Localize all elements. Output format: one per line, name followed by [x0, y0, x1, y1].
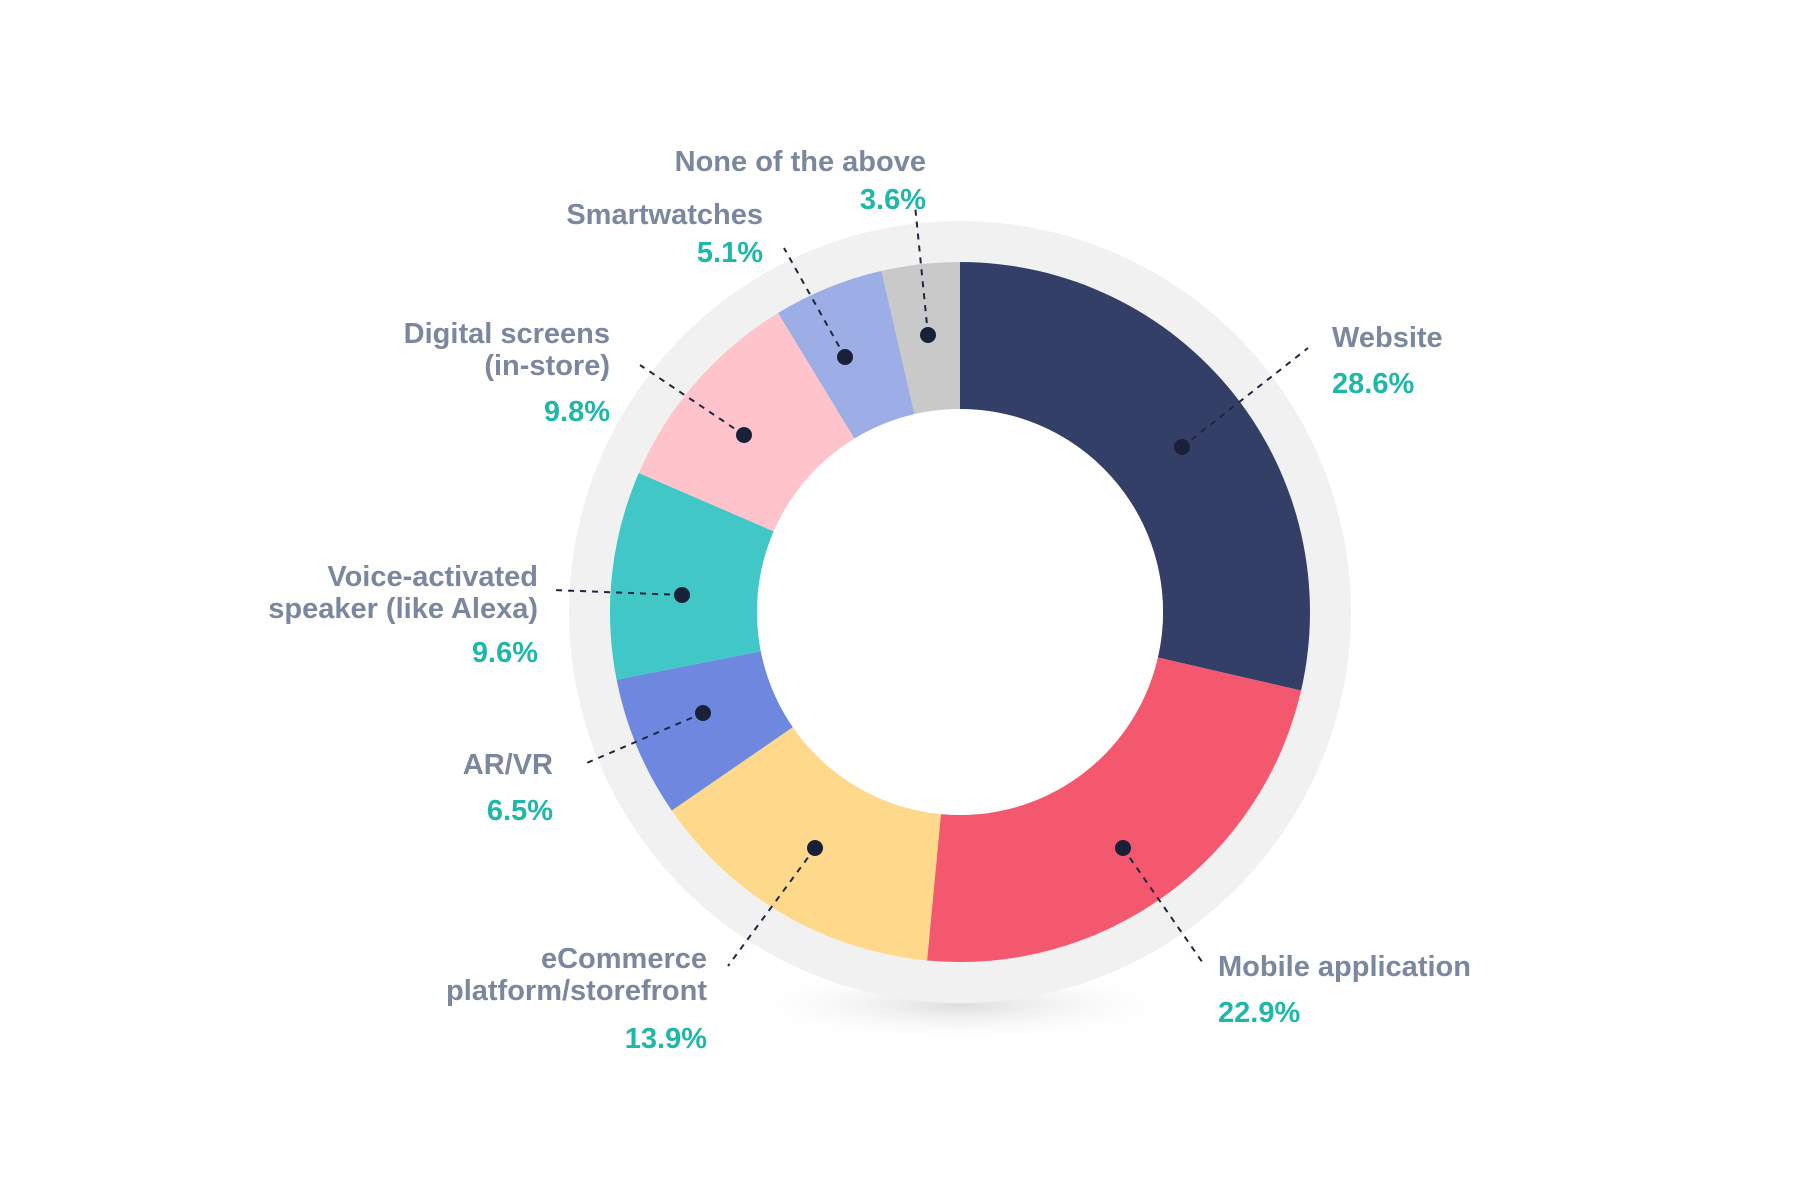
slice-2 [671, 727, 941, 961]
slice-4 [610, 472, 774, 680]
slice-0 [960, 262, 1310, 691]
slice-value-label-3: 6.5% [487, 795, 553, 827]
slice-value-label-6: 5.1% [697, 237, 763, 269]
leader-line-6 [783, 247, 846, 358]
slice-value-label-2: 13.9% [625, 1023, 707, 1055]
leader-dot-6 [837, 349, 853, 365]
slice-3 [616, 651, 793, 811]
leader-line-3 [581, 712, 704, 766]
slice-labels: Website 28.6% Mobile application 22.9% eComm… [268, 146, 1471, 1055]
slice-label-5-line-0: Digital screens [404, 318, 610, 350]
slice-label-2-line-0: eCommerce [541, 943, 707, 975]
leader-dot-3 [695, 705, 711, 721]
slice-5 [638, 313, 855, 532]
leader-lines [552, 204, 1309, 967]
leader-dot-5 [736, 427, 752, 443]
slice-1 [927, 657, 1302, 962]
slice-value-label-5: 9.8% [544, 396, 610, 428]
slice-label-6-line-0: Smartwatches [566, 199, 763, 231]
leader-line-0 [1181, 347, 1309, 448]
slice-label-1-line-0: Mobile application [1218, 951, 1471, 983]
slice-value-label-1: 22.9% [1218, 997, 1300, 1029]
chart-shadow [730, 967, 1190, 1043]
slice-label-3-line-0: AR/VR [463, 749, 553, 781]
slice-label-0-line-0: Website [1332, 322, 1443, 354]
slice-label-5-line-1: (in-store) [484, 350, 610, 382]
leader-line-7 [914, 204, 929, 336]
slice-label-2-line-1: platform/storefront [446, 975, 707, 1007]
leader-line-2 [727, 847, 816, 967]
leader-dot-7 [920, 327, 936, 343]
slice-value-label-0: 28.6% [1332, 368, 1414, 400]
leader-dot-2 [807, 840, 823, 856]
slice-label-4-line-0: Voice-activated [327, 561, 538, 593]
donut-hole [757, 409, 1163, 815]
leader-line-5 [639, 364, 745, 436]
slice-label-4-line-1: speaker (like Alexa) [268, 593, 538, 625]
leader-dot-4 [674, 587, 690, 603]
slice-value-label-7: 3.6% [860, 184, 926, 216]
donut-slices [610, 262, 1310, 962]
slice-label-7-line-0: None of the above [675, 146, 926, 178]
slice-value-label-4: 9.6% [472, 637, 538, 669]
leader-dot-0 [1174, 439, 1190, 455]
leader-dot-1 [1115, 840, 1131, 856]
leader-line-4 [552, 589, 683, 596]
